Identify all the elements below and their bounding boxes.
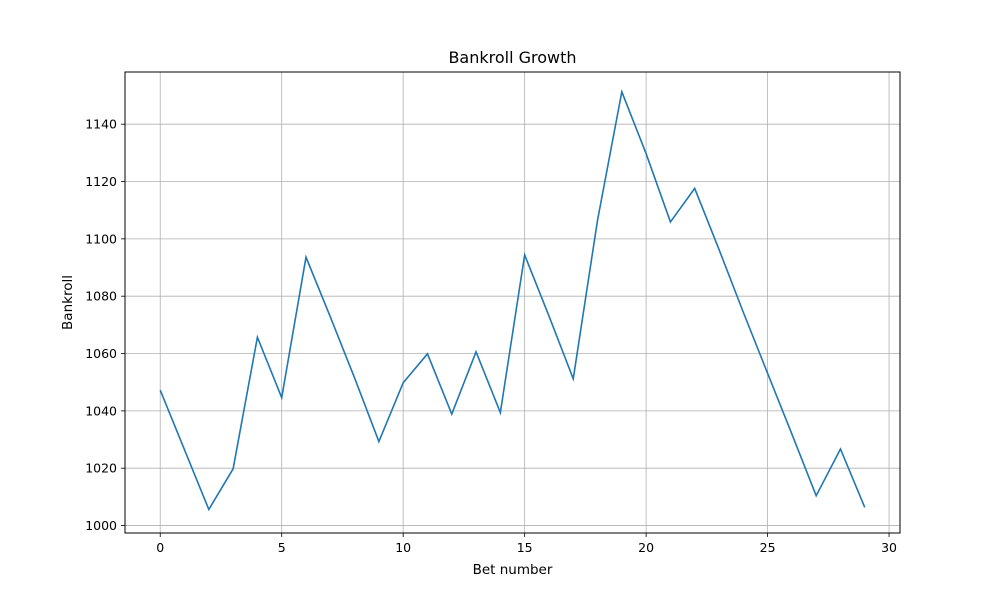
y-tick-label: 1100 [85, 231, 117, 246]
y-tick-label: 1080 [85, 289, 117, 304]
x-tick-label: 0 [156, 540, 164, 555]
x-tick-label: 20 [638, 540, 654, 555]
y-tick-label: 1040 [85, 403, 117, 418]
x-axis-label: Bet number [473, 562, 553, 578]
x-tick-label: 15 [517, 540, 533, 555]
x-tick-label: 25 [760, 540, 776, 555]
y-tick-label: 1140 [85, 117, 117, 132]
y-tick-label: 1020 [85, 461, 117, 476]
x-tick-label: 30 [881, 540, 897, 555]
x-tick-label: 5 [278, 540, 286, 555]
y-axis-label: Bankroll [60, 275, 76, 330]
bankroll-series-line [159, 88, 866, 512]
y-tick-label: 1000 [85, 518, 117, 533]
x-tick-label: 10 [395, 540, 411, 555]
series-layer [159, 88, 866, 512]
tick-layer: 0 5 10 15 20 25 30 1000 1020 1040 1060 1080 1100 1120… [85, 117, 897, 555]
y-tick-label: 1120 [85, 174, 117, 189]
chart-title: Bankroll Growth [448, 48, 576, 67]
y-tick-label: 1060 [85, 346, 117, 361]
plot-frame [124, 71, 901, 534]
